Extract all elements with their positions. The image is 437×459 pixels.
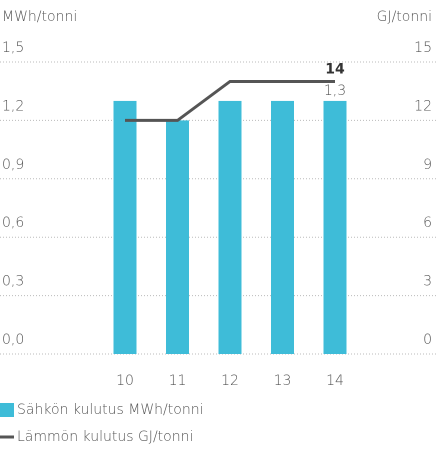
legend-label: Lämmön kulutus GJ/tonni [17, 429, 193, 445]
x-tick-label: 11 [169, 373, 187, 389]
x-tick-label: 10 [116, 373, 134, 389]
legend-swatch [0, 435, 14, 439]
y2-tick-label: 15 [414, 40, 432, 56]
y-tick-label: 1,2 [2, 98, 24, 114]
y-tick-label: 1,5 [2, 40, 24, 56]
bar [218, 100, 242, 354]
y2-axis-label: GJ/tonni [377, 9, 432, 25]
y2-tick-label: 3 [423, 274, 432, 290]
bar [323, 100, 347, 354]
y2-tick-label: 9 [423, 157, 432, 173]
y-tick-label: 0,9 [2, 157, 24, 173]
bar [271, 100, 294, 354]
bar [113, 100, 137, 354]
bar-value-label: 1,3 [324, 83, 346, 99]
y-tick-label: 0,0 [2, 332, 24, 348]
bar [166, 120, 189, 355]
y-tick-label: 0,3 [2, 274, 24, 290]
legend-label: Sähkön kulutus MWh/tonni [17, 402, 203, 418]
legend-swatch [0, 403, 14, 417]
y2-tick-label: 0 [423, 332, 432, 348]
x-tick-label: 12 [221, 373, 239, 389]
y-tick-label: 0,6 [2, 215, 24, 231]
y-axis-label: MWh/tonni [2, 9, 77, 25]
line [125, 79, 335, 122]
y2-tick-label: 6 [423, 215, 432, 231]
y2-tick-label: 12 [414, 98, 432, 114]
x-tick-label: 13 [274, 373, 292, 389]
line-value-label: 14 [325, 61, 345, 77]
x-tick-label: 14 [326, 373, 344, 389]
